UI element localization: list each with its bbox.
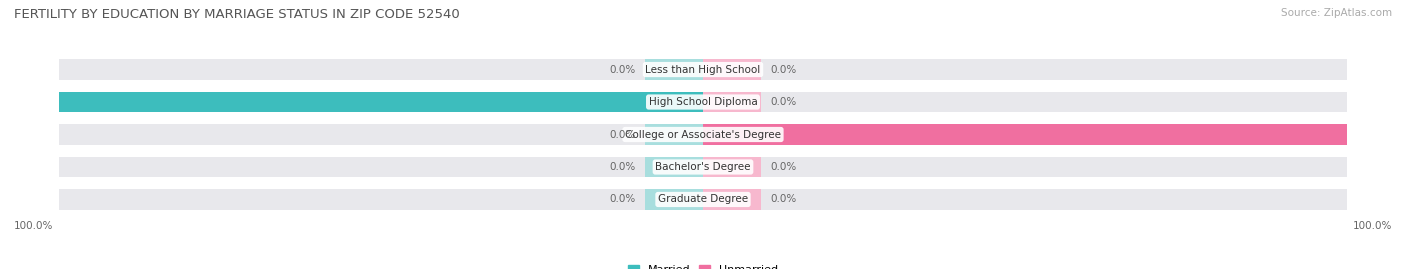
Text: College or Associate's Degree: College or Associate's Degree: [626, 129, 780, 140]
Bar: [703, 125, 1347, 144]
Text: FERTILITY BY EDUCATION BY MARRIAGE STATUS IN ZIP CODE 52540: FERTILITY BY EDUCATION BY MARRIAGE STATU…: [14, 8, 460, 21]
Bar: [59, 59, 703, 80]
Bar: [703, 59, 761, 80]
Text: 100.0%: 100.0%: [1357, 129, 1400, 140]
Text: Less than High School: Less than High School: [645, 65, 761, 75]
Text: 100.0%: 100.0%: [1353, 221, 1392, 231]
Bar: [703, 92, 1347, 112]
Bar: [59, 125, 703, 144]
Legend: Married, Unmarried: Married, Unmarried: [627, 265, 779, 269]
Text: High School Diploma: High School Diploma: [648, 97, 758, 107]
Bar: [703, 189, 1347, 210]
Bar: [645, 125, 703, 144]
Bar: [645, 189, 703, 210]
Text: 0.0%: 0.0%: [609, 65, 636, 75]
Text: 0.0%: 0.0%: [770, 162, 797, 172]
Text: Source: ZipAtlas.com: Source: ZipAtlas.com: [1281, 8, 1392, 18]
Bar: [59, 92, 703, 112]
Text: Graduate Degree: Graduate Degree: [658, 194, 748, 204]
Bar: [703, 59, 1347, 80]
Bar: [703, 189, 761, 210]
Text: 0.0%: 0.0%: [770, 65, 797, 75]
Bar: [59, 92, 703, 112]
Text: 100.0%: 100.0%: [6, 97, 49, 107]
Bar: [703, 157, 761, 177]
Text: 0.0%: 0.0%: [609, 194, 636, 204]
Text: 0.0%: 0.0%: [770, 194, 797, 204]
Text: 100.0%: 100.0%: [14, 221, 53, 231]
Text: 0.0%: 0.0%: [609, 162, 636, 172]
Bar: [645, 59, 703, 80]
Bar: [645, 157, 703, 177]
Bar: [703, 157, 1347, 177]
Bar: [703, 125, 1347, 144]
Text: 0.0%: 0.0%: [609, 129, 636, 140]
Bar: [59, 189, 703, 210]
Text: Bachelor's Degree: Bachelor's Degree: [655, 162, 751, 172]
Bar: [703, 92, 761, 112]
Text: 0.0%: 0.0%: [770, 97, 797, 107]
Bar: [59, 157, 703, 177]
